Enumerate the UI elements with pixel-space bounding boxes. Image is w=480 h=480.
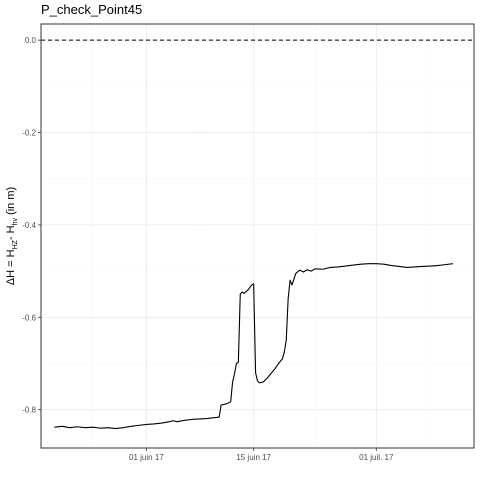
x-tick-label: 01 juin 17 [129, 453, 164, 462]
y-tick-label: 0.0 [25, 36, 37, 45]
x-tick-label: 15 juin 17 [236, 453, 271, 462]
panel-border [40, 23, 475, 449]
y-tick-label: -0.4 [22, 221, 36, 230]
chart-title: P_check_Point45 [41, 2, 142, 17]
y-axis-title-part: (in m) [5, 187, 17, 218]
y-axis-title-subscript: HZ [12, 239, 19, 249]
y-axis-title-part: - H [5, 225, 17, 240]
series-group [54, 263, 453, 430]
y-axis-title: ΔH = HHZ- Hhv (in m) [5, 187, 19, 285]
x-axis: 01 juin 17 15 juin 17 01 juil. 17 [129, 448, 394, 462]
y-tick-label: -0.8 [22, 406, 36, 415]
y-axis: 0.0 -0.2 -0.4 -0.6 -0.8 [22, 36, 41, 415]
x-tick-label: 01 juil. 17 [359, 453, 394, 462]
y-axis-title-part: ΔH = H [5, 249, 17, 285]
minor-gridlines [41, 24, 474, 448]
y-axis-title-subscript: hv [12, 217, 19, 225]
y-tick-label: -0.2 [22, 129, 36, 138]
series-line [54, 263, 453, 430]
y-tick-label: -0.6 [22, 313, 36, 322]
major-gridlines [41, 24, 474, 448]
